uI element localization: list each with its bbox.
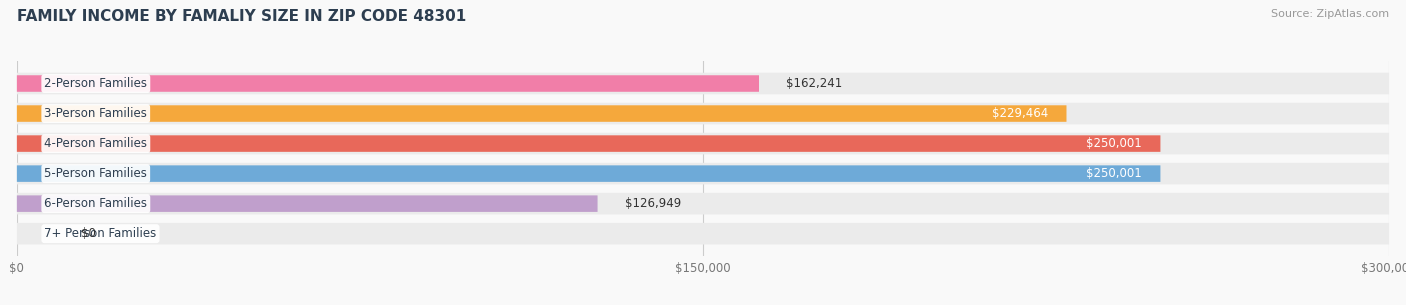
Text: Source: ZipAtlas.com: Source: ZipAtlas.com — [1271, 9, 1389, 19]
Text: 4-Person Families: 4-Person Families — [45, 137, 148, 150]
Text: $162,241: $162,241 — [786, 77, 842, 90]
Text: 7+ Person Families: 7+ Person Families — [45, 227, 156, 240]
Text: $229,464: $229,464 — [993, 107, 1049, 120]
FancyBboxPatch shape — [17, 105, 1067, 122]
FancyBboxPatch shape — [17, 135, 1160, 152]
Text: $250,001: $250,001 — [1087, 167, 1142, 180]
Text: 6-Person Families: 6-Person Families — [45, 197, 148, 210]
Text: FAMILY INCOME BY FAMALIY SIZE IN ZIP CODE 48301: FAMILY INCOME BY FAMALIY SIZE IN ZIP COD… — [17, 9, 467, 24]
FancyBboxPatch shape — [17, 165, 1160, 182]
Text: 2-Person Families: 2-Person Families — [45, 77, 148, 90]
Text: 3-Person Families: 3-Person Families — [45, 107, 148, 120]
Text: 5-Person Families: 5-Person Families — [45, 167, 148, 180]
Text: $0: $0 — [82, 227, 96, 240]
FancyBboxPatch shape — [17, 223, 1389, 245]
FancyBboxPatch shape — [17, 196, 598, 212]
FancyBboxPatch shape — [17, 103, 1389, 124]
FancyBboxPatch shape — [17, 193, 1389, 214]
Text: $250,001: $250,001 — [1087, 137, 1142, 150]
FancyBboxPatch shape — [17, 75, 759, 92]
FancyBboxPatch shape — [17, 133, 1389, 154]
FancyBboxPatch shape — [17, 163, 1389, 185]
FancyBboxPatch shape — [17, 73, 1389, 94]
Text: $126,949: $126,949 — [626, 197, 682, 210]
